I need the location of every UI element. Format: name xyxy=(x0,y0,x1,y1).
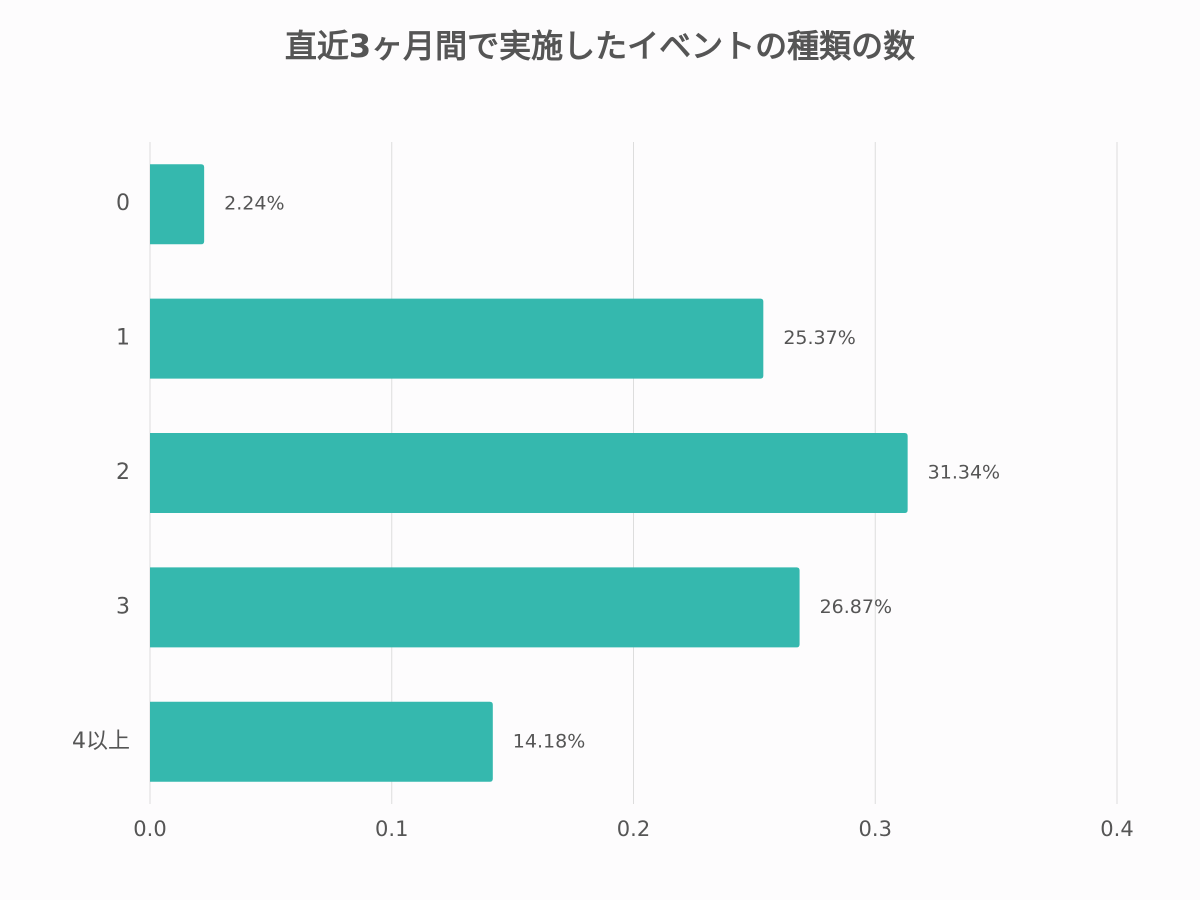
x-tick-label: 0.2 xyxy=(617,817,650,841)
y-tick-label: 1 xyxy=(116,326,130,351)
value-label: 31.34% xyxy=(928,462,1000,484)
x-tick-label: 0.4 xyxy=(1100,817,1133,841)
y-tick-label: 4以上 xyxy=(72,729,130,754)
bar xyxy=(150,433,908,513)
bar xyxy=(150,164,205,245)
chart-title: 直近3ヶ月間で実施したイベントの種類の数 xyxy=(285,27,916,65)
y-tick-label: 3 xyxy=(116,594,130,619)
value-label: 14.18% xyxy=(513,730,585,752)
value-label: 2.24% xyxy=(224,193,284,215)
bar xyxy=(150,701,493,782)
bar xyxy=(150,567,800,648)
y-tick-label: 0 xyxy=(116,191,130,216)
y-tick-label: 2 xyxy=(116,460,130,485)
x-tick-label: 0.0 xyxy=(133,817,166,841)
value-label: 26.87% xyxy=(820,596,892,618)
value-label: 25.37% xyxy=(783,327,855,349)
bar xyxy=(150,298,764,379)
x-tick-label: 0.1 xyxy=(375,817,408,841)
x-tick-label: 0.3 xyxy=(859,817,892,841)
